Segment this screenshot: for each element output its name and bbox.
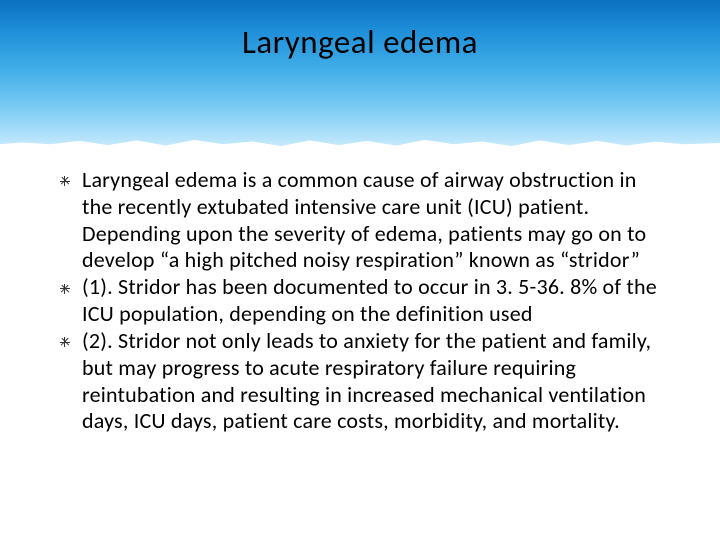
- slide-header: Laryngeal edema: [0, 0, 720, 155]
- slide-content: Laryngeal edema is a common cause of air…: [0, 155, 720, 435]
- slide-title: Laryngeal edema: [242, 22, 478, 62]
- list-item: Laryngeal edema is a common cause of air…: [60, 167, 672, 274]
- list-item: (2). Stridor not only leads to anxiety f…: [60, 328, 672, 435]
- list-item: (1). Stridor has been documented to occu…: [60, 274, 672, 328]
- bullet-list: Laryngeal edema is a common cause of air…: [60, 167, 672, 435]
